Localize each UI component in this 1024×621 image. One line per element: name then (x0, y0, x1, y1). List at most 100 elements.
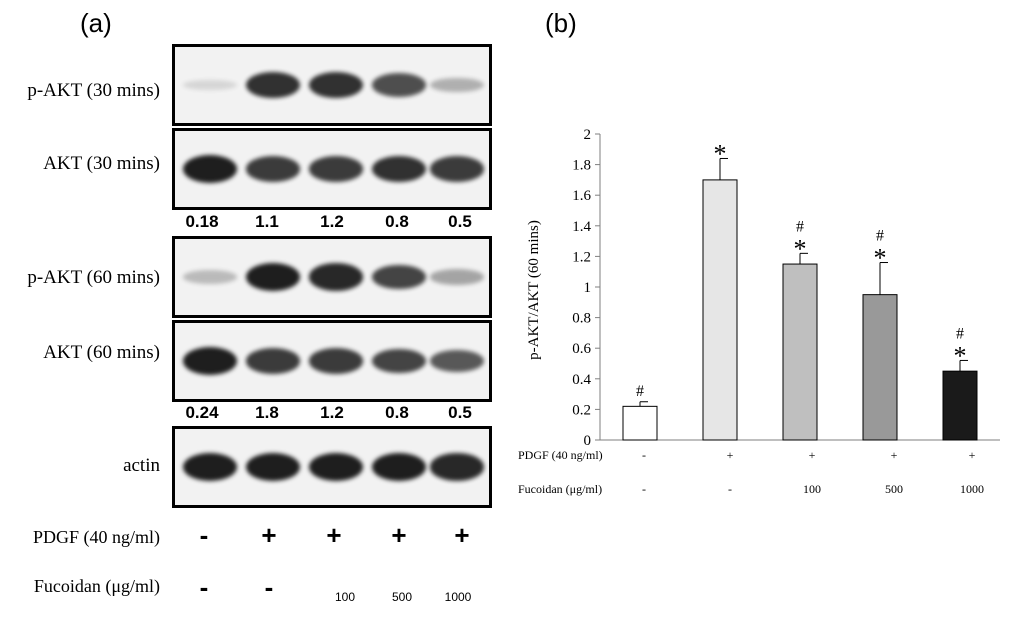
blot-band (309, 348, 363, 374)
blot-band (309, 71, 363, 99)
y-tick-label: 0.4 (572, 372, 591, 388)
blot-band (246, 263, 300, 291)
y-tick-label: 1.6 (572, 188, 591, 204)
pdgf-a-lane4: + (391, 520, 407, 550)
pdgf-b-lane5: + (968, 448, 976, 462)
y-tick-label: 2 (584, 127, 592, 143)
fucoidan-a-lane3: 100 (334, 590, 356, 604)
significance-star: * (794, 234, 807, 263)
significance-hash: # (956, 325, 964, 342)
quant-60-lane3: 1.2 (320, 403, 344, 422)
row-label-pakt60: p-AKT (60 mins) (27, 267, 160, 288)
significance-star: * (874, 244, 887, 273)
blot-band (430, 349, 484, 373)
fucoidan-a-lane5: 1000 (444, 590, 472, 604)
panel-a-label: (a) (80, 8, 112, 38)
fucoidan-a-lane2: - (264, 572, 274, 602)
blot-band (183, 270, 237, 284)
significance-star: * (714, 139, 727, 168)
blot-band (372, 155, 426, 183)
quant-60-lane5: 0.5 (448, 403, 472, 422)
y-tick-label: 0.6 (572, 341, 591, 357)
fucoidan-b-lane5: 1000 (960, 482, 984, 496)
quant-60-lane2: 1.8 (255, 403, 279, 422)
quant-30-lane2: 1.1 (255, 212, 279, 231)
bar (862, 294, 898, 441)
y-tick-label: 1 (584, 280, 592, 296)
blot-band (372, 348, 426, 374)
pdgf-a-lane1: - (199, 520, 209, 550)
fucoidan-label-a: Fucoidan (μg/ml) (33, 576, 160, 596)
quant-60-lane1: 0.24 (185, 403, 219, 422)
pdgf-label-b: PDGF (40 ng/ml) (518, 448, 603, 462)
y-axis-label: p-AKT/AKT (60 mins) (526, 220, 542, 360)
blot-band (309, 453, 363, 481)
blot-band (246, 348, 300, 374)
blot-band (246, 156, 300, 182)
quant-30-lane4: 0.8 (385, 212, 409, 231)
significance-star: * (954, 341, 967, 370)
blot-band (372, 73, 426, 97)
pdgf-b-lane1: - (642, 448, 646, 462)
blot-band (246, 71, 300, 99)
blot-akt60 (172, 320, 492, 402)
row-label-akt60: AKT (60 mins) (43, 342, 160, 363)
y-tick-label: 0 (584, 433, 592, 449)
bar (702, 179, 738, 441)
panel-b-label: (b) (545, 8, 577, 38)
quant-30-lane3: 1.2 (320, 212, 344, 231)
blot-akt30 (172, 128, 492, 210)
row-label-akt30: AKT (30 mins) (43, 153, 160, 174)
quant-60-lane4: 0.8 (385, 403, 409, 422)
y-tick-label: 1.2 (572, 249, 591, 265)
bar (622, 405, 658, 441)
pdgf-b-lane4: + (890, 448, 898, 462)
blot-band (183, 79, 237, 91)
blot-band (309, 263, 363, 291)
blot-band (183, 155, 237, 183)
row-label-actin: actin (123, 455, 160, 476)
quant-30-lane1: 0.18 (185, 212, 219, 231)
bars (622, 179, 978, 441)
error-bars (639, 157, 968, 407)
pdgf-label-a: PDGF (40 ng/ml) (32, 527, 160, 547)
blot-band (430, 156, 484, 182)
blot-band (309, 156, 363, 182)
significance-hash: # (796, 218, 804, 235)
blot-band (372, 453, 426, 481)
blot-band (183, 347, 237, 375)
pdgf-a-lane2: + (261, 520, 277, 550)
pdgf-b-lane3: + (808, 448, 816, 462)
fucoidan-b-lane3: 100 (803, 482, 821, 496)
blot-band (372, 264, 426, 290)
quant-30-lane5: 0.5 (448, 212, 472, 231)
blot-actin (172, 426, 492, 508)
blot-band (183, 453, 237, 481)
fucoidan-a-lane4: 500 (391, 590, 413, 604)
pdgf-a-lane5: + (454, 520, 470, 550)
blot-band (430, 453, 484, 481)
blot-band (430, 77, 484, 93)
blot-band (246, 453, 300, 481)
fucoidan-a-lane1: - (199, 572, 209, 602)
blot-band (430, 269, 484, 285)
blot-pakt60 (172, 236, 492, 318)
y-tick-label: 1.8 (572, 158, 591, 174)
bar-chart: 00.20.40.60.811.21.41.61.82 #**#*#*# p-A… (526, 127, 1000, 449)
pdgf-b-lane2: + (726, 448, 734, 462)
y-tick-label: 0.2 (572, 402, 591, 418)
fucoidan-b-lane4: 500 (885, 482, 903, 496)
significance-marks: #**#*#*# (636, 139, 967, 399)
significance-hash: # (876, 228, 884, 245)
fucoidan-b-lane2: - (728, 482, 732, 496)
bar (942, 370, 978, 441)
fucoidan-label-b: Fucoidan (μg/ml) (518, 482, 603, 496)
y-tick-label: 0.8 (572, 311, 591, 327)
significance-hash: # (636, 383, 644, 400)
blot-pakt30 (172, 44, 492, 126)
bar (782, 263, 818, 441)
y-tick-label: 1.4 (572, 219, 591, 235)
fucoidan-b-lane1: - (642, 482, 646, 496)
row-label-pakt30: p-AKT (30 mins) (27, 80, 160, 101)
y-axis: 0 0.2 0.4 0.6 0.8 1 1.2 1.4 1.6 1.8 2 (572, 127, 1000, 449)
